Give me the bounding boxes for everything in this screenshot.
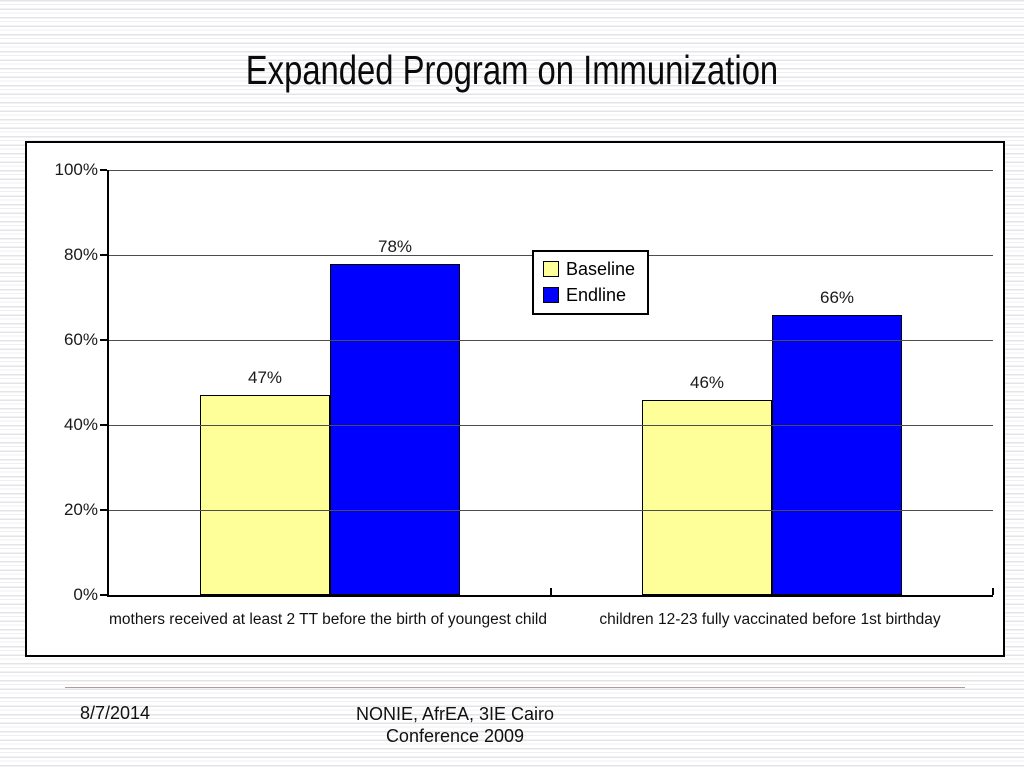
footer-divider — [65, 687, 965, 688]
category-label-text: children 12-23 fully vaccinated before 1… — [599, 611, 941, 628]
chart-container: 0% 20% 40% 60% 80% 100% 47% 78% 46% 66% Baseline… — [25, 141, 1005, 657]
gridline — [109, 340, 993, 341]
legend-swatch-baseline — [543, 261, 559, 277]
y-axis-tick — [100, 424, 107, 426]
legend-item-baseline: Baseline — [543, 260, 635, 278]
footer-date: 8/7/2014 — [80, 703, 151, 723]
y-tick-label: 100% — [54, 160, 98, 179]
footer-conference-line2: Conference 2009 — [385, 726, 525, 746]
x-axis-tick — [992, 588, 994, 595]
legend-label: Endline — [566, 285, 627, 305]
y-axis-tick — [100, 254, 107, 256]
category-label: children 12-23 fully vaccinated before 1… — [549, 609, 991, 631]
bar-value-label: 78% — [377, 236, 413, 256]
bar-value-label: 66% — [819, 287, 855, 307]
y-tick-label: 40% — [63, 415, 98, 434]
slide-title: Expanded Program on Immunization — [245, 47, 779, 93]
y-tick-label: 60% — [63, 330, 98, 349]
x-axis-tick — [550, 588, 552, 595]
plot-area: 47% 78% 46% 66% Baseline Endline — [100, 169, 994, 597]
gridline — [109, 425, 993, 426]
y-axis-tick — [100, 339, 107, 341]
x-axis-labels: mothers received at least 2 TT before th… — [107, 609, 991, 631]
y-axis-tick — [100, 509, 107, 511]
bar-baseline: 47% — [200, 368, 330, 595]
bar-value-label: 46% — [689, 372, 725, 392]
legend-label: Baseline — [566, 259, 636, 279]
bar-endline: 66% — [772, 288, 902, 595]
y-axis-labels: 0% 20% 40% 60% 80% 100% — [27, 160, 98, 604]
chart-legend: Baseline Endline — [532, 250, 650, 315]
gridline — [109, 170, 993, 171]
category-label-text: mothers received at least 2 TT before th… — [109, 611, 547, 628]
y-tick-label: 80% — [63, 245, 98, 264]
bar-baseline: 46% — [642, 373, 772, 595]
y-axis-tick — [100, 169, 107, 171]
y-axis-tick — [100, 594, 107, 596]
category-group: 47% 78% — [109, 170, 551, 595]
y-tick-label: 0% — [73, 585, 98, 604]
bar-endline: 78% — [330, 237, 460, 595]
bar-value-label: 47% — [247, 368, 283, 388]
category-label: mothers received at least 2 TT before th… — [107, 609, 549, 631]
footer-conference: NONIE, AfrEA, 3IE Cairo Conference 2009 — [330, 703, 580, 747]
gridline — [109, 510, 993, 511]
bars-layer: 47% 78% 46% 66% — [109, 170, 993, 595]
category-group: 46% 66% — [551, 170, 993, 595]
legend-swatch-endline — [543, 287, 559, 303]
footer-conference-line1: NONIE, AfrEA, 3IE Cairo — [355, 704, 555, 724]
legend-item-endline: Endline — [543, 286, 635, 304]
y-tick-label: 20% — [63, 500, 98, 519]
